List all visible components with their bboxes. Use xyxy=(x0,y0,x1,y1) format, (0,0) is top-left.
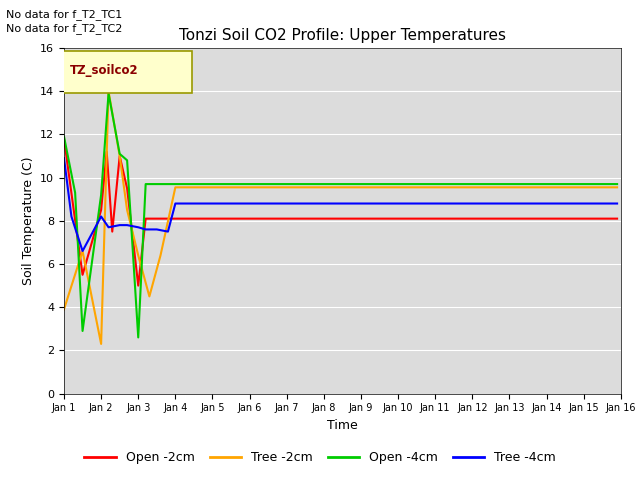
Y-axis label: Soil Temperature (C): Soil Temperature (C) xyxy=(22,156,35,285)
Text: TZ_soilco2: TZ_soilco2 xyxy=(70,64,138,77)
Title: Tonzi Soil CO2 Profile: Upper Temperatures: Tonzi Soil CO2 Profile: Upper Temperatur… xyxy=(179,28,506,43)
Text: No data for f_T2_TC1: No data for f_T2_TC1 xyxy=(6,9,123,20)
X-axis label: Time: Time xyxy=(327,419,358,432)
FancyBboxPatch shape xyxy=(58,51,192,93)
Legend: Open -2cm, Tree -2cm, Open -4cm, Tree -4cm: Open -2cm, Tree -2cm, Open -4cm, Tree -4… xyxy=(79,446,561,469)
Text: No data for f_T2_TC2: No data for f_T2_TC2 xyxy=(6,23,123,34)
